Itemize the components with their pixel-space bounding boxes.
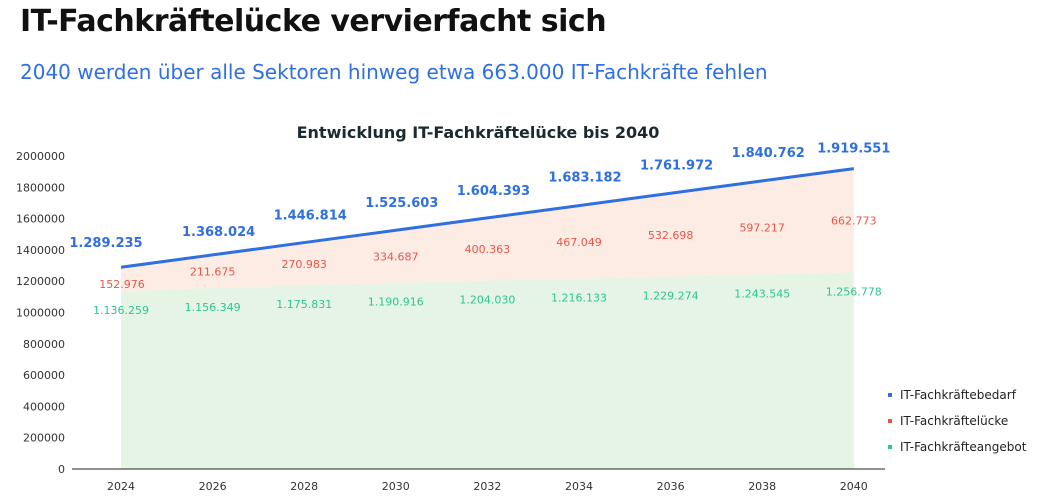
area-luecke [121,168,854,292]
data-label-angebot: 1.136.259 [93,304,149,317]
x-tick-label: 2028 [290,480,318,493]
data-label-angebot: 1.204.030 [459,294,515,307]
data-label-luecke: 270.983 [281,258,327,271]
x-tick-label: 2038 [748,480,776,493]
data-label-angebot: 1.243.545 [734,287,790,300]
data-label-bedarf: 1.761.972 [640,158,713,173]
data-label-angebot: 1.156.349 [185,301,241,314]
legend-label-angebot: IT-Fachkräfteangebot [900,440,1027,454]
data-label-luecke: 152.976 [99,278,145,291]
page-subtitle: 2040 werden über alle Sektoren hinweg et… [20,60,768,84]
y-tick-label: 800000 [23,338,65,351]
y-tick-label: 1400000 [16,244,65,257]
data-label-bedarf: 1.289.235 [69,236,142,251]
data-label-luecke: 662.773 [831,214,877,227]
data-label-luecke: 334.687 [373,250,419,263]
x-tick-label: 2024 [107,480,135,493]
legend-item-luecke: IT-Fachkräftelücke [888,408,1026,434]
line-bedarf [120,167,855,269]
data-label-angebot: 1.256.778 [826,285,882,298]
legend-item-angebot: IT-Fachkräfteangebot [888,434,1026,460]
data-label-luecke: 597.217 [739,222,785,235]
data-label-luecke: 532.698 [648,229,694,242]
data-label-luecke: 400.363 [465,243,511,256]
legend-label-bedarf: IT-Fachkräftebedarf [900,388,1016,402]
page-title: IT-Fachkräftelücke vervierfacht sich [20,4,607,39]
y-tick-label: 1800000 [16,181,65,194]
data-label-bedarf: 1.840.762 [732,146,805,161]
data-label-bedarf: 1.525.603 [365,196,438,211]
data-label-luecke: 211.675 [190,265,236,278]
x-tick-label: 2034 [565,480,593,493]
data-label-bedarf: 1.683.182 [548,171,621,186]
y-tick-label: 1200000 [16,275,65,288]
y-tick-label: 400000 [23,400,65,413]
data-label-angebot: 1.229.274 [643,290,699,303]
area-angebot [121,272,854,469]
x-tick-label: 2026 [199,480,227,493]
data-label-angebot: 1.190.916 [368,296,424,309]
legend-label-luecke: IT-Fachkräftelücke [900,414,1009,428]
x-tick-label: 2036 [657,480,685,493]
x-tick-label: 2040 [840,480,868,493]
y-tick-label: 1000000 [16,307,65,320]
x-tick-label: 2032 [473,480,501,493]
x-tick-label: 2030 [382,480,410,493]
legend-swatch-bedarf [888,393,892,397]
legend-swatch-luecke [888,419,892,423]
y-tick-label: 600000 [23,369,65,382]
data-label-luecke: 467.049 [556,236,602,249]
data-label-bedarf: 1.604.393 [457,184,530,199]
data-label-angebot: 1.175.831 [276,298,332,311]
legend-item-bedarf: IT-Fachkräftebedarf [888,382,1026,408]
chart-title: Entwicklung IT-Fachkräftelücke bis 2040 [297,123,660,142]
data-label-bedarf: 1.919.551 [817,142,890,157]
data-label-bedarf: 1.446.814 [274,209,347,224]
data-label-angebot: 1.216.133 [551,292,607,305]
y-tick-label: 0 [58,463,65,476]
y-tick-label: 2000000 [16,150,65,163]
chart-legend: IT-Fachkräftebedarf IT-Fachkräftelücke I… [888,382,1026,460]
y-tick-label: 1600000 [16,213,65,226]
y-tick-label: 200000 [23,432,65,445]
data-label-bedarf: 1.368.024 [182,225,255,240]
legend-swatch-angebot [888,445,892,449]
